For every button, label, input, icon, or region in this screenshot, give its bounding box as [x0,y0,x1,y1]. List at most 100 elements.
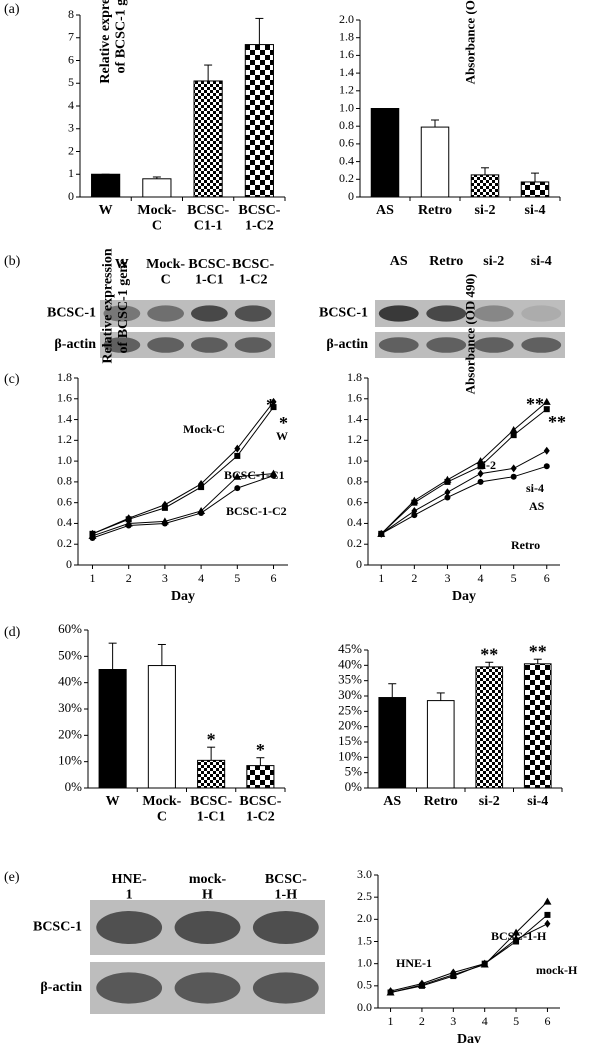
bar [91,173,121,198]
y-tick-label: 45% [338,641,362,656]
y-tick-label: 0% [345,779,363,794]
x-tick-label: si-4 [527,794,548,809]
blot-band [174,911,241,944]
y-tick-label: 0.4 [339,153,354,167]
y-tick-label: 50% [58,647,82,662]
x-tick-label: 1 [378,571,384,585]
point [510,464,517,473]
point [234,452,241,459]
bar [197,759,226,789]
series-line [380,401,548,535]
y-tick-label: 0.2 [339,171,354,185]
y-tick-label: 1.0 [339,100,354,114]
point [444,478,451,485]
annotation: * [266,395,275,415]
series-label: AS [529,499,545,513]
point [270,472,277,479]
blot-band [191,305,228,322]
y-tick-label: 1.6 [339,47,354,61]
lane-label: mock-H [189,872,227,902]
y-tick-label: 1.8 [347,370,362,384]
point [161,520,168,527]
y-tick-label: 6 [68,52,74,66]
y-tick-label: 1.8 [339,29,354,43]
lane-label: W [115,257,129,272]
y-tick-label: 0.2 [347,536,362,550]
bar [98,669,127,789]
y-tick-label: 0.8 [347,474,362,488]
point [544,911,551,918]
y-tick-label: 10% [338,748,362,763]
x-tick-label: BCSC-1-C2 [238,203,280,233]
y-tick-label: 8 [68,7,74,21]
annotation: ** [548,412,566,432]
series-line [92,406,274,535]
y-tick-label: 0.4 [347,515,362,529]
x-tick-label: Retro [418,203,452,218]
point [510,473,517,480]
series-label: BCSC-1-H [491,929,547,943]
y-tick-label: 1.6 [347,391,362,405]
row-label: BCSC-1 [319,306,368,321]
blot-band [103,305,141,322]
series-label: Mock-C [183,422,225,436]
point [509,425,518,433]
point [542,397,551,405]
point [477,469,484,478]
point [270,404,277,411]
x-tick-label: 4 [198,571,204,585]
y-tick-label: 10% [58,753,82,768]
panel-label: (b) [4,254,21,269]
annotation: ** [526,394,544,414]
lane-label: BCSC-1-C2 [232,257,274,287]
point [411,512,418,519]
y-tick-label: 0.0 [357,1000,372,1014]
y-tick-label: 1.2 [339,83,354,97]
x-tick-label: 3 [450,1014,456,1028]
blot-band [252,911,319,944]
y-tick-label: 1.0 [347,453,362,467]
panel-label: (c) [4,372,20,387]
bar [370,108,400,198]
point [543,463,550,470]
y-tick-label: 0.6 [339,136,354,150]
point [125,516,132,523]
y-tick-label: 0.4 [57,515,72,529]
lane-label: si-4 [531,254,552,269]
blot-band [473,337,514,353]
lane-label: BCSC-1-H [265,872,307,902]
x-tick-label: BCSC-1-C1 [190,794,232,824]
y-tick-label: 40% [58,674,82,689]
point [233,472,242,480]
panel-label: (e) [4,870,20,885]
y-tick-label: 1.8 [57,370,72,384]
panel-label: (d) [4,625,21,640]
blot-band [426,305,467,322]
blot-band [174,972,241,1004]
y-tick-label: 15% [338,733,362,748]
bar [523,663,552,789]
y-tick-label: 35% [338,672,362,687]
point [510,432,517,439]
y-tick-label: 3 [68,121,74,135]
x-tick-label: BCSC-1-C2 [239,794,281,824]
x-axis-label: Day [171,589,195,604]
series-label: HNE-1 [396,956,432,970]
point [411,499,418,506]
x-tick-label: AS [383,794,401,809]
blot-band [234,337,272,353]
y-tick-label: 1.4 [57,411,72,425]
y-tick-label: 2.0 [339,12,354,26]
panel-label: (a) [4,2,20,17]
significance-marker: * [256,740,265,760]
y-tick-label: 0.5 [357,978,372,992]
lane-label: Mock-C [146,257,185,287]
y-tick-label: 0 [68,189,74,203]
point [449,970,458,978]
y-tick-label: 0.6 [57,494,72,508]
bar [147,665,176,789]
x-tick-label: 2 [419,1014,425,1028]
lane-label: BCSC-1-C1 [188,257,230,287]
blot-band [252,972,319,1004]
